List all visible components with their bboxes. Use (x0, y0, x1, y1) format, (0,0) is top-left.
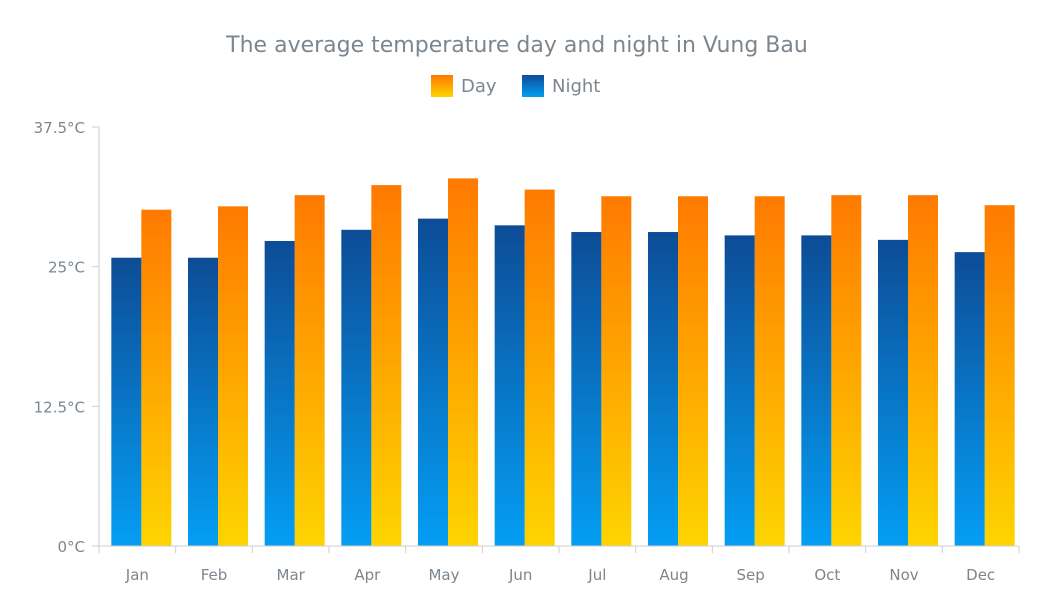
bar-day[interactable] (908, 195, 938, 546)
bars (111, 178, 1015, 547)
bar-day[interactable] (601, 196, 632, 547)
x-tick-label: Aug (659, 566, 688, 584)
bar-night[interactable] (188, 257, 218, 546)
bar-night[interactable] (264, 240, 295, 546)
y-tick-label: 25°C (48, 259, 85, 277)
x-tick-label: Nov (889, 566, 918, 584)
bar-group-jun (494, 189, 555, 547)
legend-swatch-night (522, 75, 544, 97)
bar-night[interactable] (878, 239, 908, 547)
bar-night[interactable] (111, 257, 142, 546)
legend-swatch-day (431, 75, 453, 97)
bar-night[interactable] (724, 235, 755, 546)
x-axis: Jan Feb Mar Apr May Jun Jul Aug Sep Oct Nov Dec (98, 545, 1020, 584)
x-tick-label: Jun (508, 566, 532, 584)
x-tick-label: Mar (277, 566, 306, 584)
bar-day[interactable] (984, 205, 1015, 547)
y-tick-label: 37.5°C (34, 119, 85, 137)
bar-group-feb (188, 206, 248, 546)
x-tick-label: Jan (125, 566, 149, 584)
bar-night[interactable] (341, 229, 372, 546)
bar-day[interactable] (371, 185, 402, 547)
legend-item-night[interactable]: Night (522, 75, 600, 97)
bar-group-aug (648, 196, 708, 547)
x-tick-label: May (428, 566, 459, 584)
x-tick-label: Dec (966, 566, 995, 584)
bar-day[interactable] (294, 195, 325, 546)
bar-day[interactable] (141, 209, 172, 546)
bar-day[interactable] (678, 196, 708, 547)
x-tick-label: Oct (814, 566, 840, 584)
y-axis: 0°C 12.5°C 25°C 37.5°C (34, 119, 100, 556)
bar-group-apr (341, 185, 402, 547)
bar-group-dec (954, 205, 1015, 547)
x-tick-label: Apr (354, 566, 381, 584)
bar-day[interactable] (448, 178, 478, 546)
legend-label-day: Day (461, 76, 497, 97)
x-tick-label: Sep (737, 566, 765, 584)
bar-night[interactable] (571, 232, 602, 546)
chart-title: The average temperature day and night in… (225, 33, 808, 58)
legend-item-day[interactable]: Day (431, 75, 497, 97)
legend: Day Night (431, 75, 600, 97)
bar-group-jan (111, 209, 172, 546)
bar-group-jul (571, 196, 632, 547)
bar-day[interactable] (754, 196, 785, 547)
y-tick-label: 12.5°C (34, 398, 85, 416)
bar-day[interactable] (218, 206, 248, 546)
bar-group-mar (264, 195, 325, 546)
x-tick-label: Jul (587, 566, 606, 584)
bar-group-sep (724, 196, 785, 547)
bar-night[interactable] (648, 232, 678, 546)
legend-label-night: Night (552, 76, 600, 97)
x-tick-label: Feb (201, 566, 228, 584)
bar-night[interactable] (494, 225, 525, 547)
bar-group-nov (878, 195, 938, 547)
bar-day[interactable] (831, 195, 862, 546)
y-tick-label: 0°C (57, 538, 85, 556)
bar-group-oct (801, 195, 862, 546)
bar-night[interactable] (801, 235, 832, 546)
bar-night[interactable] (954, 252, 985, 546)
bar-day[interactable] (524, 189, 555, 546)
bar-night[interactable] (418, 218, 448, 546)
bar-group-may (418, 178, 478, 546)
